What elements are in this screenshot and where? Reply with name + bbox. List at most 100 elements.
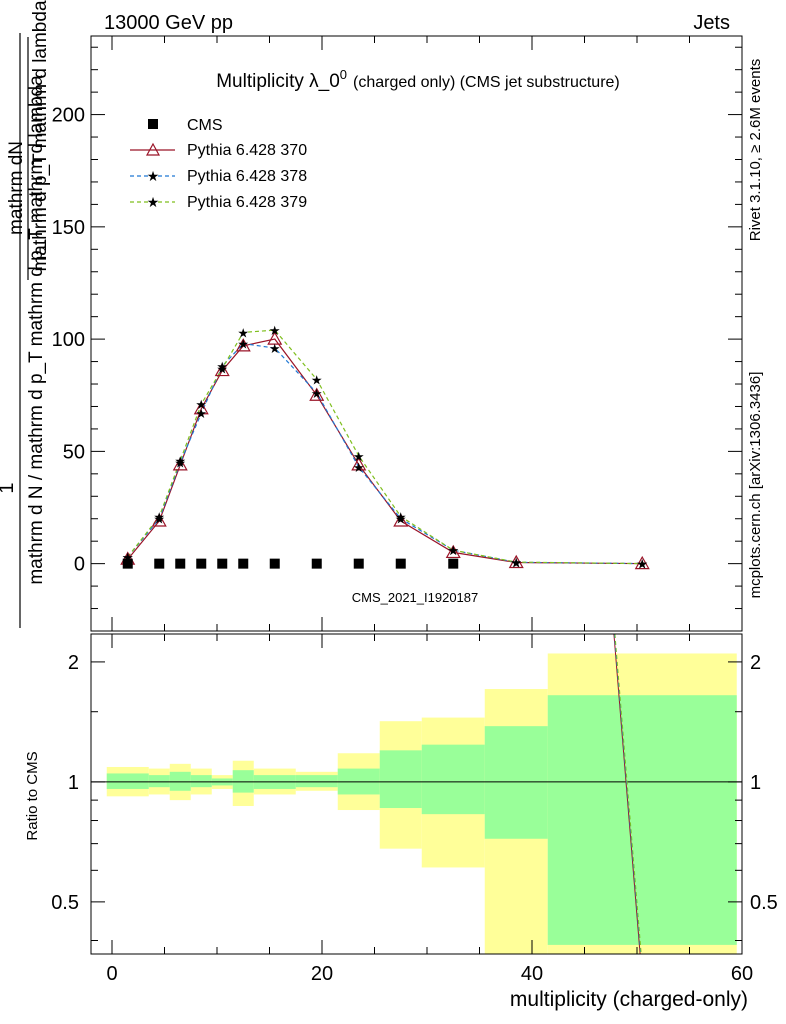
ratio-plot-frame <box>90 633 743 955</box>
legend-marker-pythia-370 <box>145 142 161 156</box>
ratio-series-line-pythia-6-428-370 <box>613 633 641 955</box>
data-point-pythia-6-428-378: ★ <box>311 386 323 401</box>
data-point-pythia-6-428-370 <box>309 387 325 401</box>
series-line-pythia-6-428-379 <box>127 329 643 565</box>
data-point-pythia-6-428-370 <box>235 338 251 352</box>
data-point-pythia-6-428-370 <box>267 331 283 345</box>
data-point-pythia-6-428-379: ★ <box>195 397 207 412</box>
data-point-cms <box>175 558 186 569</box>
data-point-cms <box>122 558 133 569</box>
main-y-tick-label: 0 <box>74 554 85 576</box>
data-point-cms <box>217 558 228 569</box>
main-y-axis-label: 1 mathrm d N / mathrm d p_T mathrm d p_T… <box>0 0 51 628</box>
ratio-uncertainty-band-inner <box>379 750 422 809</box>
y-label-denominator-outer: mathrm d N / mathrm d p_T mathrm d p_T m… <box>26 75 47 585</box>
data-point-cms <box>353 558 364 569</box>
data-point-pythia-6-428-379: ★ <box>353 449 365 464</box>
data-point-pythia-6-428-378: ★ <box>353 460 365 475</box>
x-tick-label: 40 <box>521 963 543 985</box>
plot-title-note: (charged only) (CMS jet substructure) <box>353 74 620 91</box>
ratio-uncertainty-band-inner <box>547 695 737 945</box>
data-point-pythia-6-428-379: ★ <box>216 361 228 376</box>
ratio-uncertainty-band-inner <box>295 775 338 788</box>
ratio-y-tick-label-right: 2 <box>750 652 761 674</box>
x-tick-label: 0 <box>106 963 117 985</box>
data-point-pythia-6-428-379: ★ <box>269 323 281 338</box>
ratio-axes: 0.5 0.51 12 20 20 40 60 <box>51 634 778 985</box>
data-point-pythia-6-428-370 <box>634 555 650 570</box>
series-line-pythia-6-428-378 <box>127 342 643 565</box>
ratio-y-tick-label-right: 1 <box>750 772 761 794</box>
data-point-pythia-6-428-378: ★ <box>153 512 165 527</box>
legend-marker-cms <box>148 119 158 129</box>
main-y-tick-label: 100 <box>52 329 85 351</box>
analysis-watermark: CMS_2021_I1920187 <box>352 590 479 605</box>
data-point-pythia-6-428-379: ★ <box>174 453 186 468</box>
data-point-pythia-6-428-379: ★ <box>395 509 407 524</box>
data-point-pythia-6-428-370 <box>214 362 230 377</box>
main-y-tick-label: 50 <box>63 441 85 463</box>
legend: CMS Pythia 6.428 370 ★ Pythia 6.428 378 … <box>130 117 307 211</box>
plot-title: Multiplicity λ_00 (charged only) (CMS jet… <box>216 67 620 92</box>
main-y-tick-label: 200 <box>52 105 85 127</box>
data-point-cms <box>395 558 406 569</box>
data-point-pythia-6-428-379: ★ <box>122 550 134 565</box>
data-point-pythia-6-428-370 <box>193 400 209 415</box>
ratio-y-tick-label-left: 1 <box>68 772 79 794</box>
data-point-pythia-6-428-378: ★ <box>269 341 281 356</box>
legend-marker-pythia-378: ★ <box>147 168 160 184</box>
ratio-uncertainty-band-inner <box>484 726 548 839</box>
data-point-pythia-6-428-378: ★ <box>174 456 186 471</box>
data-point-pythia-6-428-370 <box>508 554 524 569</box>
ratio-y-tick-label-right: 0.5 <box>750 892 778 914</box>
data-point-pythia-6-428-378: ★ <box>447 543 459 558</box>
data-point-pythia-6-428-378: ★ <box>636 557 648 572</box>
legend-marker-pythia-379: ★ <box>147 194 160 210</box>
plot-title-main: Multiplicity λ_0 <box>216 71 340 92</box>
ratio-plot: 0.5 0.51 12 20 20 40 60 Ratio to CMS multiplic… <box>24 633 778 1011</box>
ratio-uncertainty-band-inner <box>421 744 485 815</box>
data-point-pythia-6-428-378: ★ <box>216 359 228 374</box>
data-point-cms <box>196 558 207 569</box>
data-point-pythia-6-428-370 <box>172 457 188 471</box>
y-label-inner-numerator: mathrm dN <box>6 141 27 235</box>
data-point-pythia-6-428-370 <box>445 544 461 559</box>
main-y-axis: 0 50 100 150 200 <box>52 36 743 632</box>
data-point-cms <box>154 558 165 569</box>
data-point-pythia-6-428-379: ★ <box>311 373 323 388</box>
legend-label-cms: CMS <box>187 117 223 134</box>
legend-label-pythia-378: Pythia 6.428 378 <box>187 168 307 185</box>
data-point-pythia-6-428-379: ★ <box>510 555 522 570</box>
ratio-y-axis-label: Ratio to CMS <box>24 751 41 840</box>
data-point-cms <box>448 558 459 569</box>
ratio-y-tick-label-left: 2 <box>68 652 79 674</box>
data-point-cms <box>238 558 249 569</box>
plot-title-superscript: 0 <box>340 67 347 82</box>
series-line-pythia-6-428-370 <box>127 338 643 565</box>
data-point-pythia-6-428-379: ★ <box>237 325 249 340</box>
data-point-pythia-6-428-370 <box>151 513 167 527</box>
x-tick-label: 60 <box>731 963 753 985</box>
rivet-version-label: Rivet 3.1.10, ≥ 2.6M events <box>747 59 764 242</box>
y-label-inner-denominator: mathrm d p_T mathrm d lambda <box>30 0 51 271</box>
data-point-pythia-6-428-378: ★ <box>122 550 134 565</box>
data-point-pythia-6-428-370 <box>351 457 367 471</box>
data-point-cms <box>269 558 280 569</box>
ratio-uncertainty-band-inner <box>148 775 170 788</box>
energy-label: 13000 GeV pp <box>104 12 233 34</box>
data-point-pythia-6-428-378: ★ <box>510 555 522 570</box>
ratio-uncertainty-band-inner <box>169 771 191 791</box>
process-label: Jets <box>693 12 730 34</box>
data-point-pythia-6-428-370 <box>393 513 409 527</box>
data-point-pythia-6-428-378: ★ <box>237 337 249 352</box>
data-point-cms <box>311 558 322 569</box>
main-y-tick-label: 150 <box>52 217 85 239</box>
mcplots-reference-label: mcplots.cern.ch [arXiv:1306.3436] <box>747 372 764 599</box>
ratio-uncertainty-band-inner <box>232 770 254 793</box>
y-label-numerator-one: 1 <box>0 482 18 493</box>
ratio-uncertainty-band-inner <box>106 773 149 789</box>
ratio-y-tick-label-left: 0.5 <box>51 892 79 914</box>
data-point-pythia-6-428-379: ★ <box>636 557 648 572</box>
ratio-series-line-pythia-6-428-379 <box>614 633 642 955</box>
main-plot: ★★★★★★ ★★★★★★ ★★★★★★★ ★★★★★★ ★ 050100150200 … <box>52 35 743 632</box>
